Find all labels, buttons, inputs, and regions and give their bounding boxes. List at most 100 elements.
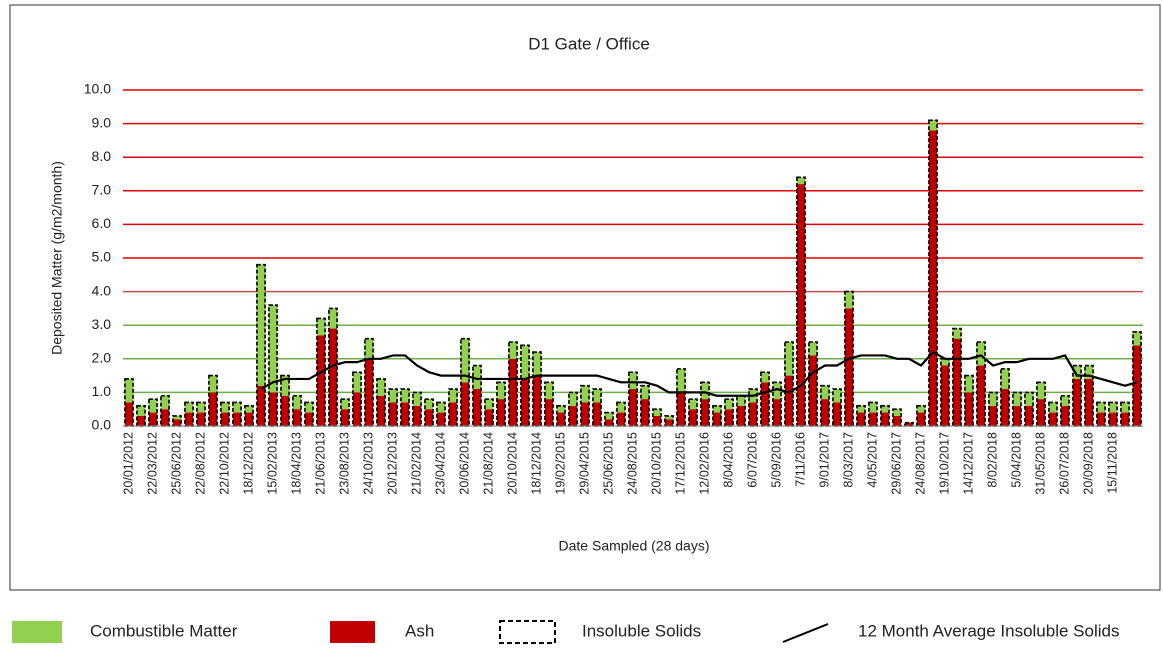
bar: [952, 328, 962, 339]
bar: [832, 389, 842, 403]
bar: [652, 415, 662, 426]
bar: [892, 415, 902, 426]
bar-outline: [1120, 401, 1130, 427]
bar: [124, 378, 134, 403]
bar: [1012, 392, 1022, 406]
bar: [784, 342, 794, 376]
x-tick-label: 29/06/2017: [889, 432, 903, 495]
bar: [424, 409, 434, 426]
bar: [220, 412, 230, 426]
bar: [820, 385, 830, 400]
x-tick-label: 7/11/2016: [793, 432, 807, 487]
bar: [196, 412, 206, 426]
legend-label: Insoluble Solids: [582, 621, 701, 640]
bar: [520, 345, 530, 379]
bar: [244, 405, 254, 413]
y-tick-label: 0.0: [92, 417, 112, 433]
bar: [196, 402, 206, 413]
bar: [472, 365, 482, 390]
bar: [220, 402, 230, 413]
bar: [880, 412, 890, 426]
bar: [280, 375, 290, 396]
bar: [1108, 402, 1118, 413]
bar: [664, 415, 674, 420]
bar: [700, 399, 710, 426]
bar: [928, 130, 938, 426]
bar: [724, 399, 734, 410]
x-tick-label: 9/01/2017: [817, 432, 831, 488]
y-tick-label: 3.0: [92, 316, 112, 332]
bar: [1084, 365, 1094, 379]
x-tick-label: 20/10/2015: [649, 432, 663, 495]
x-tick-label: 31/05/2018: [1033, 432, 1047, 495]
bar: [304, 402, 314, 413]
bar: [772, 399, 782, 426]
legend-swatch: [330, 621, 375, 643]
bar: [592, 389, 602, 403]
bar: [688, 399, 698, 410]
bar: [676, 368, 686, 393]
x-tick-label: 8/02/2018: [985, 432, 999, 488]
bar: [388, 389, 398, 403]
y-axis-label: Deposited Matter (g/m2/month): [49, 161, 65, 355]
bar: [856, 405, 866, 413]
bar: [592, 402, 602, 426]
bar: [928, 120, 938, 131]
bar: [628, 372, 638, 390]
x-tick-label: 17/12/2015: [673, 432, 687, 495]
bar: [868, 412, 878, 426]
bar: [568, 405, 578, 426]
bar: [460, 338, 470, 383]
bar: [784, 375, 794, 426]
x-tick-label: 18/12/2014: [529, 432, 543, 495]
bar: [760, 372, 770, 383]
x-tick-label: 21/08/2014: [481, 432, 495, 495]
y-tick-label: 2.0: [92, 350, 112, 366]
bar: [628, 389, 638, 426]
x-tick-label: 24/08/2017: [913, 432, 927, 495]
bar: [916, 412, 926, 426]
bar: [652, 409, 662, 416]
x-tick-label: 15/02/2013: [265, 432, 279, 495]
bar: [316, 335, 326, 426]
bar: [208, 392, 218, 426]
x-tick-label: 18/12/2012: [241, 432, 255, 495]
bar: [340, 399, 350, 410]
x-tick-label: 20/09/2018: [1081, 432, 1095, 495]
legend-swatch: [782, 623, 829, 643]
y-tick-label: 10.0: [84, 81, 111, 97]
bar: [796, 177, 806, 185]
bar-outline: [256, 263, 266, 427]
bar: [808, 342, 818, 356]
bar: [856, 412, 866, 426]
bar: [976, 342, 986, 366]
x-tick-label: 22/03/2012: [145, 432, 159, 495]
legend-swatch: [499, 620, 556, 644]
x-tick-label: 18/04/2013: [289, 432, 303, 495]
bar: [532, 352, 542, 376]
bar: [136, 415, 146, 426]
bar: [772, 382, 782, 400]
bar: [232, 412, 242, 426]
bar-outline: [184, 401, 194, 427]
x-tick-label: 5/09/2016: [769, 432, 783, 488]
x-tick-label: 22/08/2012: [193, 432, 207, 495]
x-tick-label: 26/07/2018: [1057, 432, 1071, 495]
bar: [136, 405, 146, 416]
bar: [148, 412, 158, 426]
bar: [472, 389, 482, 426]
bar-outline: [196, 401, 206, 427]
bar: [268, 392, 278, 426]
bar-outline: [1132, 331, 1142, 427]
bar: [556, 412, 566, 426]
bar: [1000, 368, 1010, 390]
bar: [172, 415, 182, 420]
x-tick-label: 8/04/2016: [721, 432, 735, 488]
bar: [1060, 395, 1070, 406]
chart-frame: [9, 4, 1161, 591]
bar: [172, 419, 182, 426]
bar: [988, 405, 998, 426]
bar: [1060, 405, 1070, 426]
bar: [844, 308, 854, 426]
bar: [844, 291, 854, 309]
